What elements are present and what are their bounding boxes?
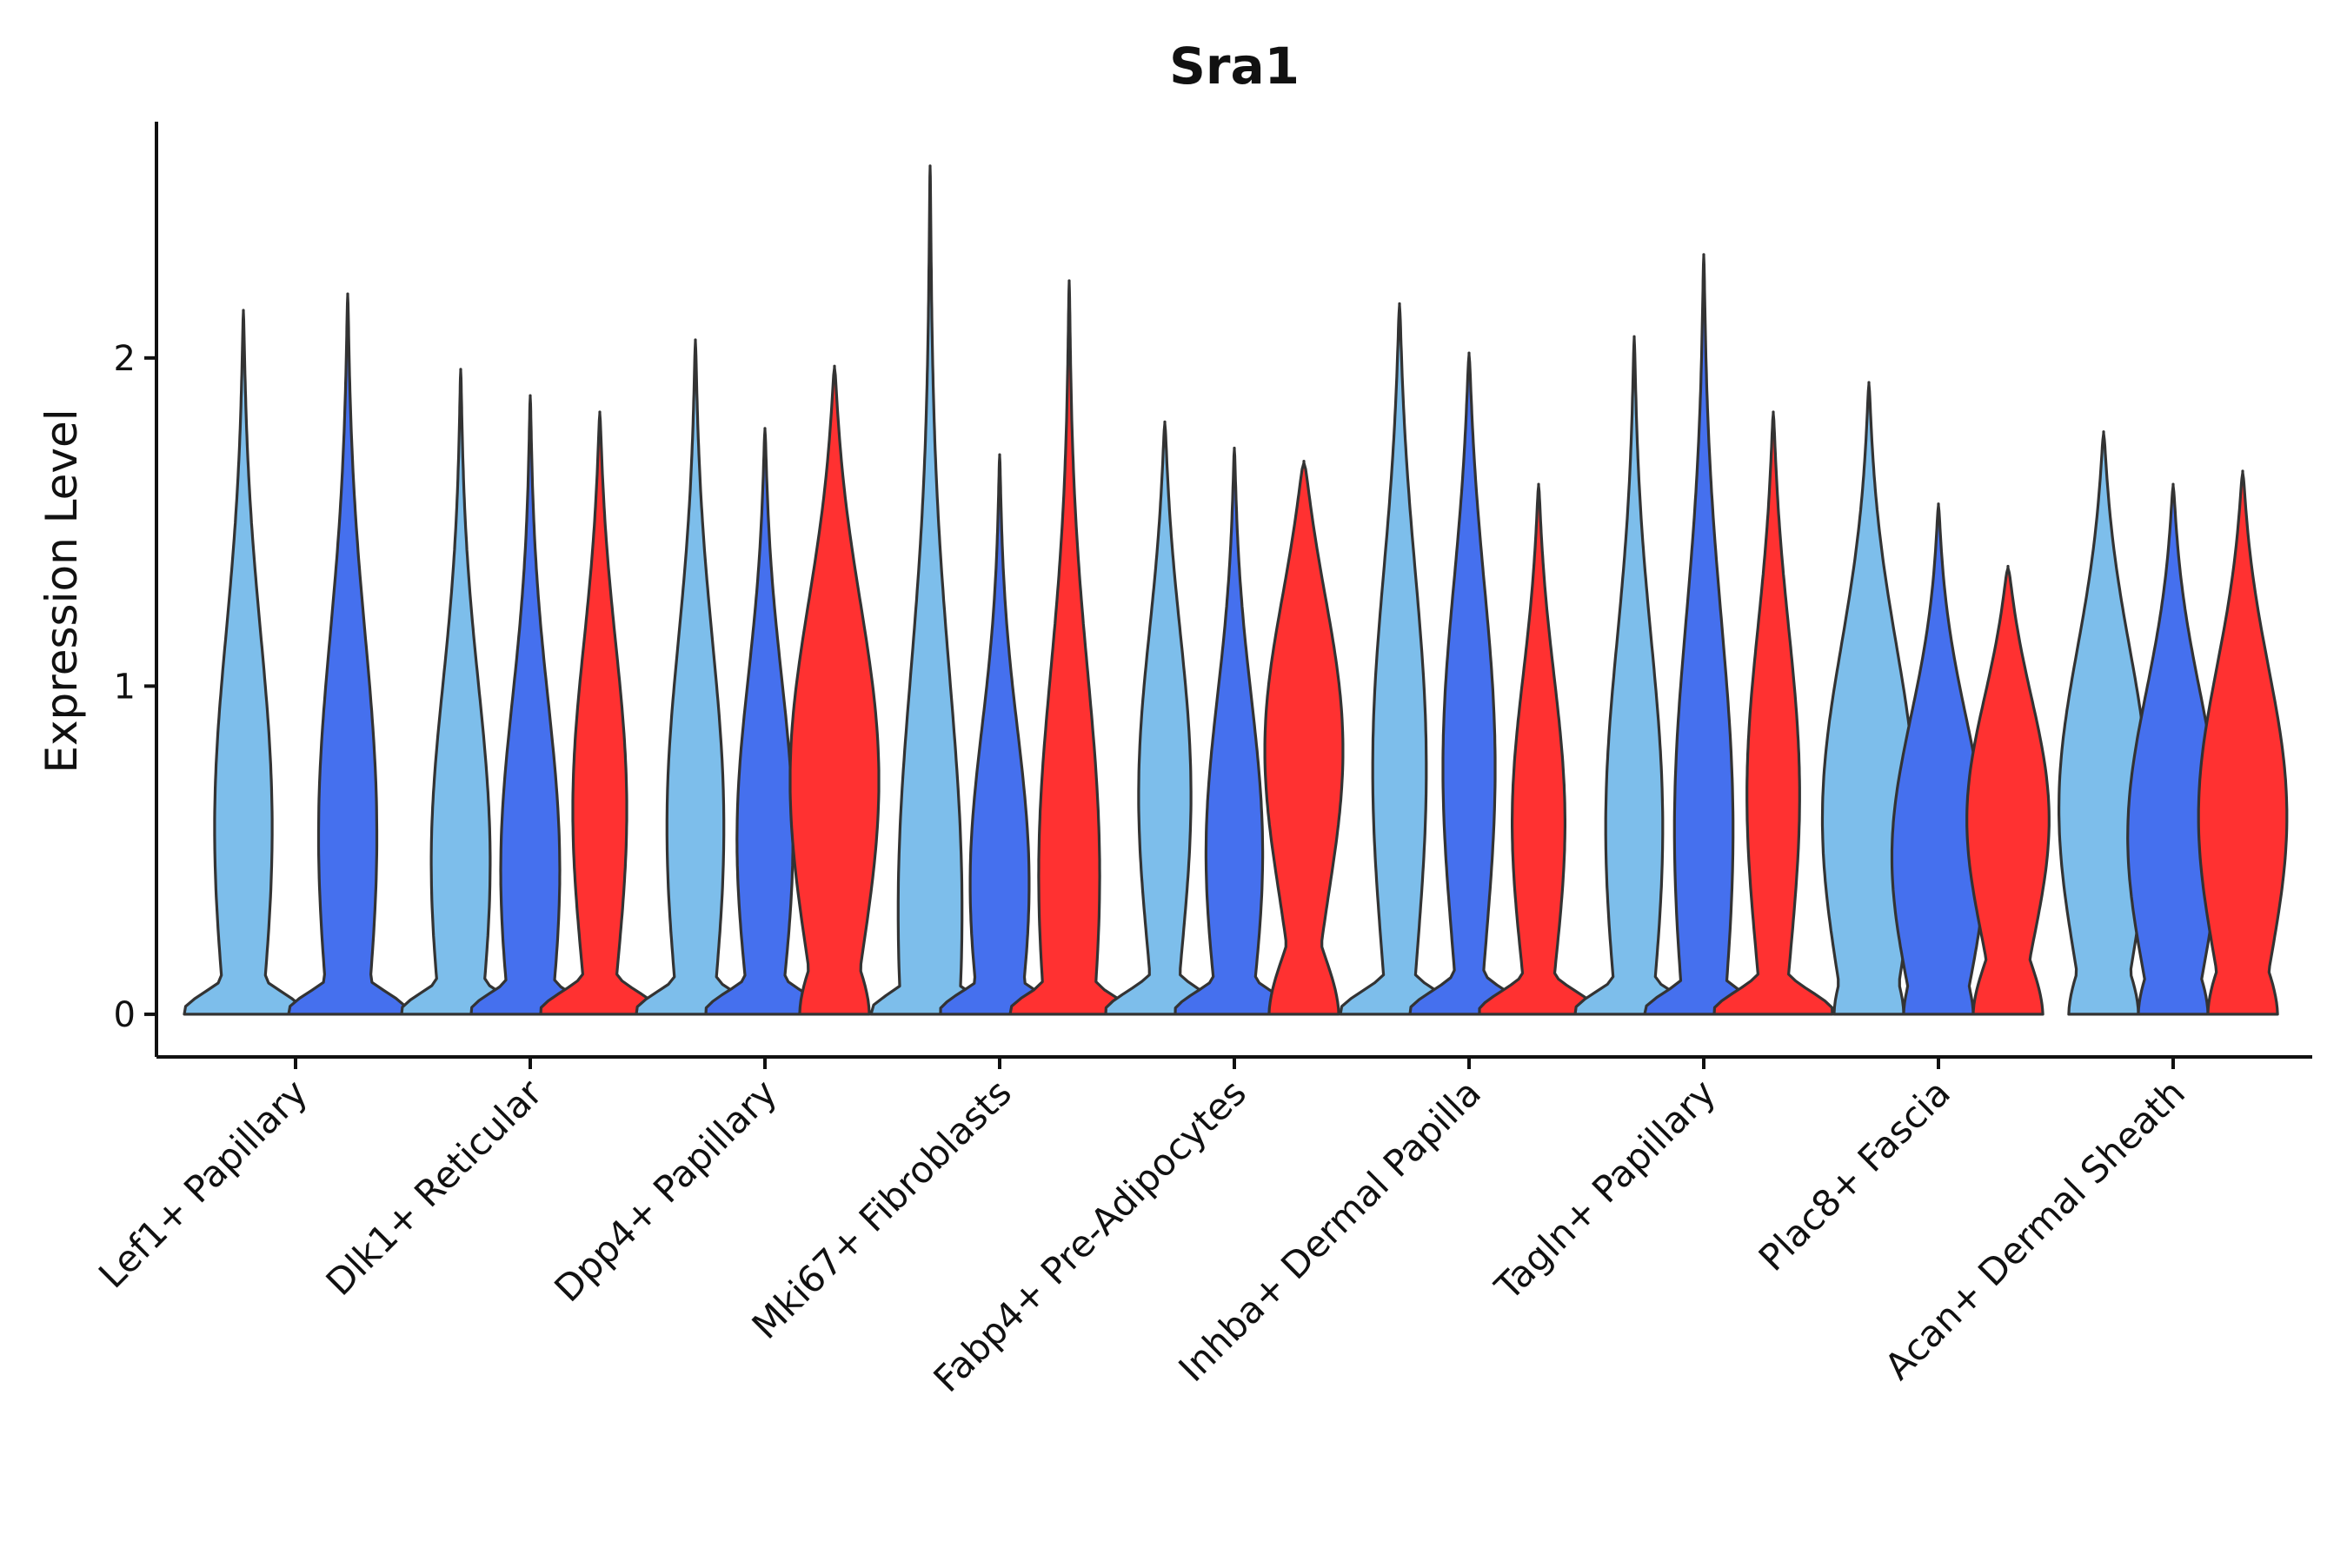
violin-group-3-plac8-fascia: [1965, 564, 2051, 1016]
x-tick-label: Tagln+ Papillary: [1486, 1071, 1724, 1308]
x-tick-label: Dpp4+ Papillary: [546, 1071, 785, 1310]
violin-group-2-inhba-dermal-papilla: [1408, 351, 1530, 1016]
violin-group-1-tagln-papillary: [1573, 335, 1695, 1016]
violin-group-1-inhba-dermal-papilla: [1339, 302, 1460, 1016]
violin-group-3-acan-dermal-sheath: [2197, 469, 2289, 1016]
violin-group-2-lef1-papillary: [287, 292, 409, 1016]
y-axis-label: Expression Level: [37, 409, 87, 773]
x-tick-label: Plac8+ Fascia: [1751, 1071, 1958, 1279]
y-tick-label: 1: [114, 667, 136, 707]
violin-group-2-tagln-papillary: [1643, 253, 1765, 1016]
chart-title: Sra1: [1169, 37, 1300, 96]
violin-group-2-mki67-fibroblasts: [939, 453, 1060, 1016]
y-tick-label: 2: [114, 339, 136, 379]
x-tick-label: Lef1+ Papillary: [90, 1071, 316, 1296]
violin-group-2-dlk1-reticular: [469, 394, 591, 1016]
violin-group-2-fabp4-pre-adipocytes: [1174, 446, 1295, 1016]
violin-group-1-dpp4-papillary: [635, 338, 756, 1016]
violin-group-1-fabp4-pre-adipocytes: [1104, 420, 1226, 1016]
violin-group-1-dlk1-reticular: [400, 368, 522, 1016]
violins-layer: [183, 164, 2289, 1016]
violin-group-3-fabp4-pre-adipocytes: [1263, 460, 1345, 1016]
violin-group-3-dpp4-papillary: [788, 364, 881, 1016]
x-tick-label: Dlk1+ Reticular: [318, 1071, 551, 1304]
x-tick-label: Mki67+ Fibroblasts: [744, 1071, 1020, 1346]
violin-group-1-mki67-fibroblasts: [869, 164, 991, 1016]
violin-group-3-tagln-papillary: [1712, 410, 1834, 1016]
violin-group-3-dlk1-reticular: [539, 410, 661, 1016]
y-tick-label: 0: [114, 995, 136, 1035]
violin-group-1-lef1-papillary: [183, 309, 304, 1016]
violin-group-3-inhba-dermal-papilla: [1478, 482, 1599, 1016]
violin-group-3-mki67-fibroblasts: [1008, 279, 1130, 1016]
